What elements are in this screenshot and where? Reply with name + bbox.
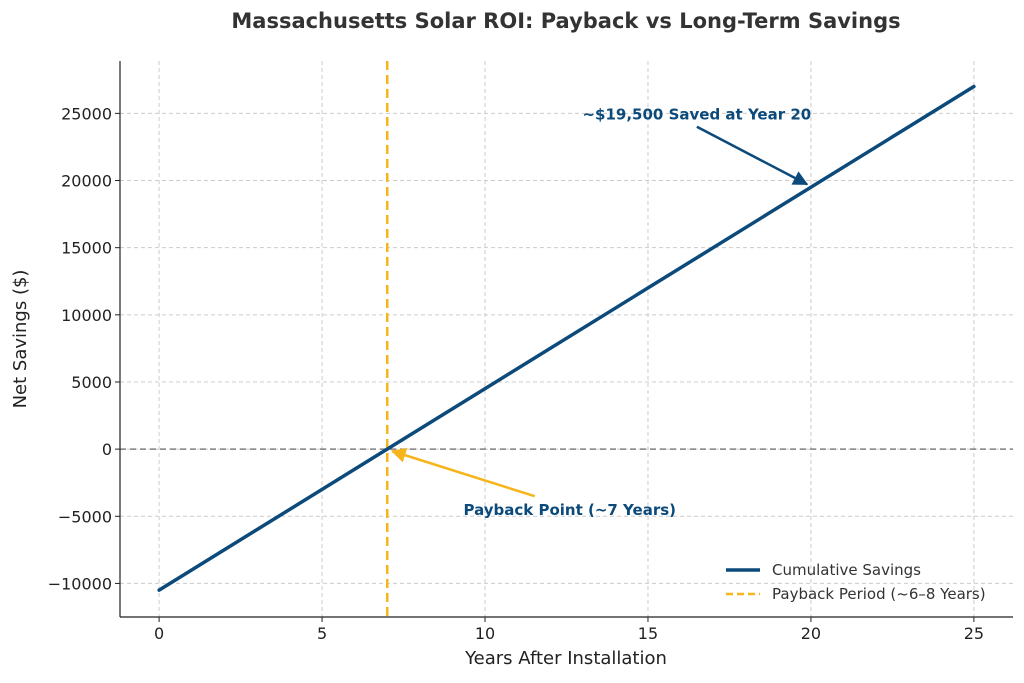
y-axis-title: Net Savings ($) xyxy=(10,270,31,409)
y-tick-label: −5000 xyxy=(58,507,112,526)
legend-label: Payback Period (~6–8 Years) xyxy=(772,585,986,603)
grid xyxy=(120,61,1013,617)
annotation-arrow xyxy=(390,448,536,498)
x-tick-label: 15 xyxy=(638,624,658,643)
x-ticks: 0 5 10 15 20 25 xyxy=(154,617,984,643)
y-ticks: −10000 −5000 0 5000 10000 15000 20000 25000 xyxy=(48,104,120,593)
legend: Cumulative Savings Payback Period (~6–8 Y… xyxy=(726,561,986,603)
annotation-label: ~$19,500 Saved at Year 20 xyxy=(582,106,811,124)
y-tick-label: 10000 xyxy=(61,306,112,325)
x-tick-label: 10 xyxy=(475,624,495,643)
y-tick-label: 15000 xyxy=(61,239,112,258)
annotation-arrow xyxy=(696,125,809,186)
x-tick-label: 20 xyxy=(801,624,821,643)
y-tick-label: 5000 xyxy=(71,373,112,392)
x-tick-label: 0 xyxy=(154,624,164,643)
y-tick-label: 0 xyxy=(102,440,112,459)
chart-title: Massachusetts Solar ROI: Payback vs Long… xyxy=(231,9,900,33)
x-tick-label: 5 xyxy=(317,624,327,643)
annotation-label: Payback Point (~7 Years) xyxy=(463,501,676,519)
annotations: ~$19,500 Saved at Year 20 Payback Point (… xyxy=(390,106,811,519)
x-tick-label: 25 xyxy=(964,624,984,643)
cumulative-savings-line xyxy=(157,84,976,592)
y-tick-label: 25000 xyxy=(61,104,112,123)
reference-lines xyxy=(120,61,1013,617)
y-tick-label: 20000 xyxy=(61,172,112,191)
axes xyxy=(119,61,1013,618)
legend-label: Cumulative Savings xyxy=(772,561,921,579)
series xyxy=(157,84,976,592)
y-tick-label: −10000 xyxy=(48,574,112,593)
x-axis-title: Years After Installation xyxy=(464,648,667,669)
